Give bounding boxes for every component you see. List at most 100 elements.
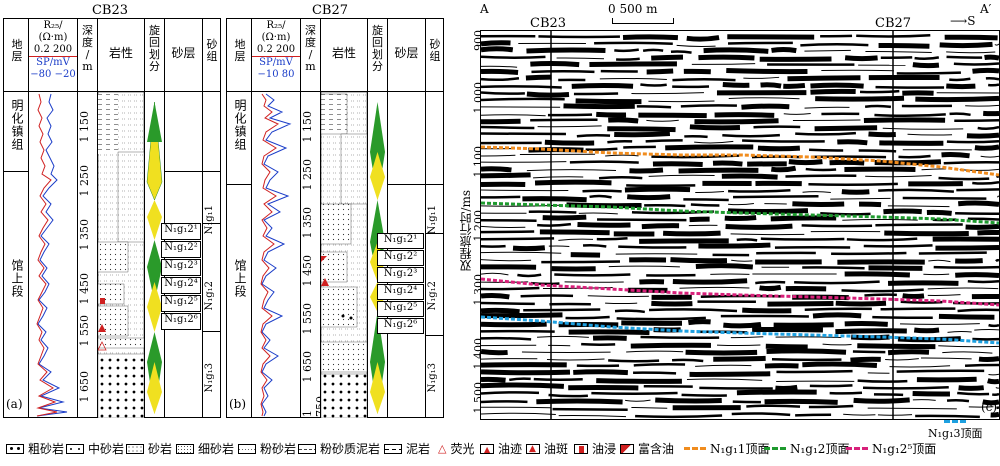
seismic-reflector <box>592 335 627 341</box>
seismic-reflector <box>533 377 583 381</box>
seismic-reflector <box>900 300 943 304</box>
seismic-reflector <box>481 286 540 291</box>
seismic-reflector <box>481 68 519 76</box>
seismic-reflector <box>624 186 691 193</box>
seismic-reflector <box>607 139 633 144</box>
seismic-reflector <box>802 191 831 193</box>
seismic-reflector <box>672 278 748 285</box>
horizon-n1g12 <box>481 201 999 225</box>
seismic-reflector <box>646 119 679 122</box>
col-divider <box>77 19 78 417</box>
seismic-reflector <box>629 167 664 174</box>
seismic-reflector <box>552 407 628 412</box>
seismic-reflector <box>987 378 999 385</box>
seismic-reflector <box>809 384 853 388</box>
siltstone-icon <box>238 443 256 454</box>
seismic-reflector <box>690 203 720 207</box>
seismic-reflector <box>481 97 565 102</box>
seismic-reflector <box>698 242 771 249</box>
seismic-reflector <box>587 295 649 297</box>
seismic-reflector <box>805 167 837 172</box>
legend-fine-sandstone: 细砂岩 <box>176 440 234 457</box>
depth-header: 深度 / m <box>305 24 316 73</box>
seismic-reflector <box>859 89 900 94</box>
seismic-reflector <box>481 91 525 95</box>
seismic-reflector <box>809 148 844 152</box>
seismic-reflector <box>546 358 605 361</box>
sand-group-header: 砂组 <box>206 38 218 63</box>
seismic-reflector <box>722 133 780 138</box>
seismic-reflector <box>655 397 722 404</box>
seismic-reflector <box>841 189 870 195</box>
sand-layer-6: N₁g₁2⁶ <box>377 318 424 334</box>
legend-fluorescence: △ 荧光 <box>438 442 475 456</box>
log-header: R₂₅/ (Ω·m) 0.2 200 SP/mV −80 −20 <box>29 20 77 80</box>
seismic-reflector <box>727 208 809 215</box>
seismic-reflector <box>481 161 567 163</box>
seismic-reflector <box>724 215 757 222</box>
seismic-reflector <box>864 104 892 109</box>
seismic-reflector <box>640 83 667 87</box>
seismic-reflector <box>863 244 933 248</box>
seismic-reflector <box>829 391 863 395</box>
scale-bar: 0 500 m <box>608 2 674 24</box>
seismic-reflector <box>530 61 580 68</box>
seismic-reflector <box>810 88 856 95</box>
medium-sandstone-icon <box>66 443 84 454</box>
seismic-reflector <box>481 40 511 47</box>
legend-oil-spot: ▲ 油斑 <box>526 440 568 457</box>
depth-tick: 1 350 <box>301 207 314 239</box>
seismic-reflector <box>481 391 540 395</box>
seismic-reflector <box>964 363 999 367</box>
seismic-reflector <box>687 319 711 326</box>
seismic-reflector <box>867 407 957 410</box>
depth-tick: 1 550 <box>301 303 314 335</box>
seismic-reflector <box>812 312 862 319</box>
seismic-reflector <box>537 335 589 338</box>
legend-silty-mudstone: 粉砂质泥岩 <box>298 440 380 457</box>
lithology-header: 岩性 <box>108 46 133 60</box>
seismic-reflector <box>541 260 621 264</box>
seismic-reflector <box>633 362 686 367</box>
mudstone-icon <box>384 443 402 454</box>
seismic-reflector <box>765 343 808 350</box>
seismic-reflector <box>481 218 537 223</box>
seismic-reflector <box>915 414 980 419</box>
seismic-reflector <box>938 345 999 348</box>
seismic-reflector <box>770 165 797 173</box>
seismic-reflector <box>722 82 750 88</box>
seismic-reflector <box>526 91 570 98</box>
seismic-section: (c) <box>480 30 1000 420</box>
seismic-reflector <box>742 307 792 314</box>
seismic-reflector <box>525 74 552 81</box>
seismic-reflector <box>877 414 913 416</box>
seismic-reflector <box>733 194 819 199</box>
seismic-reflector <box>589 194 612 199</box>
oil-immersed-icon <box>574 443 588 454</box>
seismic-reflector <box>679 286 750 289</box>
seismic-reflector <box>896 369 985 373</box>
legend-horizon-n1g12: N₁g₁2顶面 <box>764 440 849 457</box>
seismic-reflector <box>536 398 623 405</box>
seismic-reflector <box>596 111 627 118</box>
seismic-reflector <box>635 414 723 419</box>
sand-layer-2: N₁g₁2² <box>377 250 424 266</box>
seismic-reflector <box>843 413 876 416</box>
legend-oil-trace: ▲ 油迹 <box>480 440 522 457</box>
seismic-reflector <box>746 404 801 408</box>
seismic-reflector <box>831 251 907 256</box>
seismic-reflector <box>481 301 535 306</box>
seismic-reflector <box>622 34 679 41</box>
seismic-reflector <box>997 195 999 198</box>
seismic-reflector <box>639 238 729 244</box>
seismic-reflector <box>965 223 999 230</box>
fluorescence-icon: △ <box>438 442 447 455</box>
seismic-reflector <box>641 223 680 230</box>
seismic-reflector <box>857 343 936 350</box>
seismic-reflector <box>959 168 999 171</box>
seismic-reflector <box>955 272 999 278</box>
seismic-reflector <box>830 197 891 200</box>
seismic-reflector <box>933 265 999 269</box>
seismic-reflector <box>808 182 898 186</box>
seismic-reflector <box>853 397 910 404</box>
